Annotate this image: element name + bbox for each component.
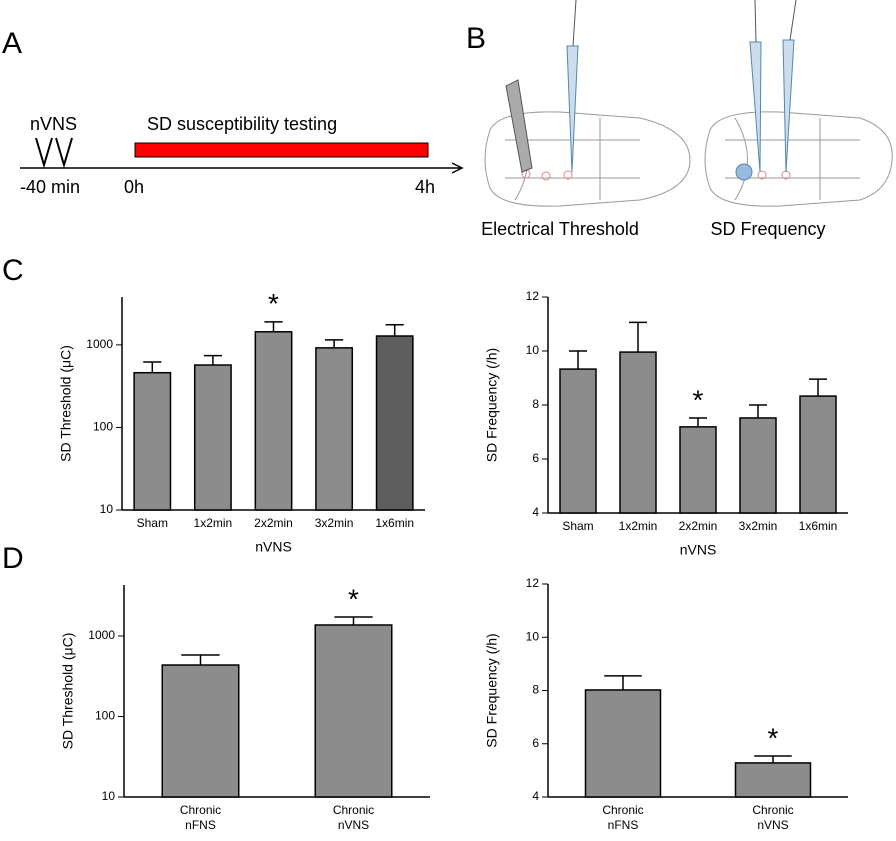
x-tick-label: nFNS xyxy=(185,818,216,832)
bar xyxy=(799,395,837,514)
timeline-label: 0h xyxy=(124,177,144,197)
panel-letter: A xyxy=(2,27,22,60)
y-tick-label: 12 xyxy=(526,289,540,303)
y-axis-label: SD Frequency (/h) xyxy=(484,633,500,747)
diagram-label: SD Frequency xyxy=(710,219,825,239)
x-tick-label: 1x6min xyxy=(375,516,414,530)
bar xyxy=(734,762,812,798)
x-tick-label: 2x2min xyxy=(679,519,718,533)
y-axis-label: SD Threshold (μC) xyxy=(58,345,74,462)
y-tick-label: 1000 xyxy=(88,628,115,642)
skull-left xyxy=(484,0,691,207)
x-tick-label: Sham xyxy=(137,516,168,530)
x-tick-label: nVNS xyxy=(338,818,369,832)
skull-right xyxy=(704,0,893,207)
bar xyxy=(254,331,293,511)
bar xyxy=(314,624,393,798)
bar xyxy=(619,351,657,514)
x-tick-label: 3x2min xyxy=(739,519,778,533)
timeline-label: -40 min xyxy=(20,177,80,197)
y-tick-label: 4 xyxy=(532,505,539,519)
y-tick-label: 12 xyxy=(526,576,540,590)
x-tick-label: Chronic xyxy=(602,803,643,817)
y-tick-label: 10 xyxy=(526,629,540,643)
x-axis-label: nVNS xyxy=(255,539,292,555)
timeline-label: SD susceptibility testing xyxy=(147,114,337,134)
x-tick-label: Sham xyxy=(562,519,593,533)
x-tick-label: Chronic xyxy=(180,803,221,817)
y-axis-label: SD Frequency (/h) xyxy=(484,348,500,462)
y-tick-label: 6 xyxy=(532,736,539,750)
bar xyxy=(315,347,354,511)
bar xyxy=(679,426,717,514)
bar xyxy=(161,664,240,798)
significance-mark: * xyxy=(768,722,779,753)
y-tick-label: 10 xyxy=(100,502,114,516)
bar xyxy=(133,371,172,511)
bar xyxy=(193,364,232,511)
timeline-label: nVNS xyxy=(30,114,77,134)
y-tick-label: 100 xyxy=(95,709,115,723)
y-tick-label: 6 xyxy=(532,451,539,465)
y-tick-label: 10 xyxy=(102,789,116,803)
x-tick-label: nFNS xyxy=(608,818,639,832)
significance-mark: * xyxy=(268,288,279,319)
bar xyxy=(739,417,777,514)
testing-bar xyxy=(134,142,429,158)
panel-letter: D xyxy=(2,542,24,575)
bar xyxy=(375,335,414,511)
y-tick-label: 4 xyxy=(532,789,539,803)
x-tick-label: 3x2min xyxy=(315,516,354,530)
timeline-label: 4h xyxy=(415,177,435,197)
significance-mark: * xyxy=(348,583,359,614)
x-tick-label: 1x6min xyxy=(799,519,838,533)
x-tick-label: Chronic xyxy=(752,803,793,817)
stimulation-marks xyxy=(35,137,73,169)
bar xyxy=(584,689,662,798)
significance-mark: * xyxy=(693,384,704,415)
x-tick-label: 1x2min xyxy=(619,519,658,533)
y-tick-label: 8 xyxy=(532,397,539,411)
y-tick-label: 8 xyxy=(532,683,539,697)
x-tick-label: nVNS xyxy=(757,818,788,832)
arrow-head xyxy=(451,162,464,174)
x-axis-label: nVNS xyxy=(680,542,717,558)
x-tick-label: 1x2min xyxy=(194,516,233,530)
y-tick-label: 1000 xyxy=(86,337,113,351)
y-tick-label: 100 xyxy=(93,420,113,434)
panel-letter: C xyxy=(2,254,24,287)
x-tick-label: Chronic xyxy=(333,803,374,817)
x-tick-label: 2x2min xyxy=(254,516,293,530)
y-axis-label: SD Threshold (μC) xyxy=(60,633,76,750)
bar xyxy=(559,368,597,514)
panel-letter: B xyxy=(466,22,486,55)
y-tick-label: 10 xyxy=(526,343,540,357)
diagram-label: Electrical Threshold xyxy=(481,219,639,239)
